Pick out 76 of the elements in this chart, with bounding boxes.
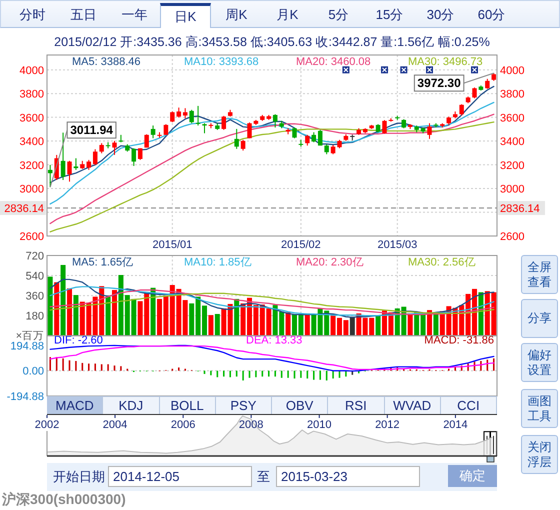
y2-tick-label: 3600 (500, 112, 524, 124)
text: 分时 (7, 4, 58, 25)
text: 3011.94 (70, 123, 113, 138)
y2-tick-label: 3000 (500, 184, 524, 196)
x-tick-label: 2006 (170, 419, 196, 431)
x-tick-label: 2012 (375, 419, 400, 431)
x-tick-label: 2015/01 (152, 239, 192, 251)
text: 月K (262, 4, 313, 25)
text: MACD (47, 397, 104, 414)
text: 至 (257, 469, 270, 485)
y-tick-label: 194.88 (10, 340, 44, 352)
text: OBV (272, 397, 328, 414)
y-tick-label: 3800 (20, 88, 44, 101)
y-tick-label: 3000 (20, 184, 44, 196)
y2-tick-label: 2600 (500, 231, 524, 243)
y2-tick-label: 3800 (500, 88, 524, 101)
series-label: MA5: 1.65亿 (72, 256, 134, 268)
text: 15分 (364, 4, 415, 25)
x-tick-label: 2004 (102, 419, 128, 431)
x-tick-label: 2014 (443, 419, 468, 431)
text: MA30: 2.56亿 (408, 256, 476, 268)
y-tick-label: 0.00 (22, 366, 44, 378)
text: 关闭浮层 (521, 435, 558, 474)
y2-tick-label: 3400 (500, 136, 524, 148)
y2-tick-label: 4000 (500, 64, 524, 77)
y-tick-label: -194.88 (6, 391, 44, 403)
text: 30分 (415, 4, 466, 25)
text: CCI (440, 397, 497, 414)
text: MA20: 3460.08 (296, 56, 371, 68)
text: 2836.14 (500, 202, 540, 215)
x-tick-label: 2010 (307, 419, 332, 431)
text: WVAD (384, 397, 441, 414)
text: RSI (328, 397, 384, 414)
x-tick-label: 2015/02 (281, 239, 321, 251)
chart-subtitle: 2015/02/12 开:3435.36 高:3453.58 低:3405.63 收:3442.87 量:1.56亿 幅:0.25% (54, 34, 490, 49)
text: MA20: 2.30亿 (296, 256, 364, 268)
y-tick-label: 720 (26, 250, 44, 262)
text: 5分 (313, 4, 364, 25)
text: 周K (211, 4, 262, 25)
y-tick-label: 540 (26, 270, 44, 283)
text: 五日 (58, 4, 109, 25)
text: 2015-03-23 (276, 466, 420, 487)
text: 3972.30 (417, 76, 461, 90)
x-tick-label: 2002 (34, 419, 60, 431)
x-tick-label: 2008 (238, 419, 264, 431)
text: KDJ (103, 397, 160, 414)
y-tick-label: 4000 (20, 64, 44, 77)
text: PSY (216, 397, 272, 414)
text: MA30: 3496.73 (408, 56, 483, 68)
text: 沪深300(sh000300) (2, 491, 126, 508)
text: 画图工具 (521, 389, 558, 428)
y-tick-label: 180 (26, 310, 44, 323)
text: MA10: 1.85亿 (184, 256, 252, 268)
text: 60分 (466, 4, 517, 25)
y-tick-label: 3600 (20, 112, 44, 124)
text: MA5: 3388.46 (72, 56, 140, 68)
text: 2014-12-05 (108, 466, 252, 487)
y-tick-label: 3200 (20, 160, 44, 172)
text: 开始日期 (53, 469, 105, 485)
x-tick-label: 2015/03 (377, 239, 418, 251)
y-tick-label: 3400 (20, 136, 44, 148)
y-tick-label: 2600 (20, 231, 44, 243)
series-label: DIF: -2.60 (54, 334, 103, 347)
y-tick-label: 360 (26, 290, 44, 303)
text: 一年 (109, 4, 160, 25)
text: 偏好设置 (521, 343, 558, 382)
series-label: DEA: 13.33 (246, 334, 302, 347)
y-axis-title: ×百万 (16, 330, 44, 342)
text: 分享 (521, 299, 558, 338)
ref-line-label: 2836.14 (4, 202, 44, 215)
text: BOLL (160, 397, 216, 414)
text: MA10: 3393.68 (184, 56, 259, 68)
y2-tick-label: 3200 (500, 160, 524, 172)
text: 确定 (448, 465, 497, 487)
series-label: MACD: -31.86 (424, 334, 494, 347)
text: 全屏查看 (521, 255, 558, 294)
